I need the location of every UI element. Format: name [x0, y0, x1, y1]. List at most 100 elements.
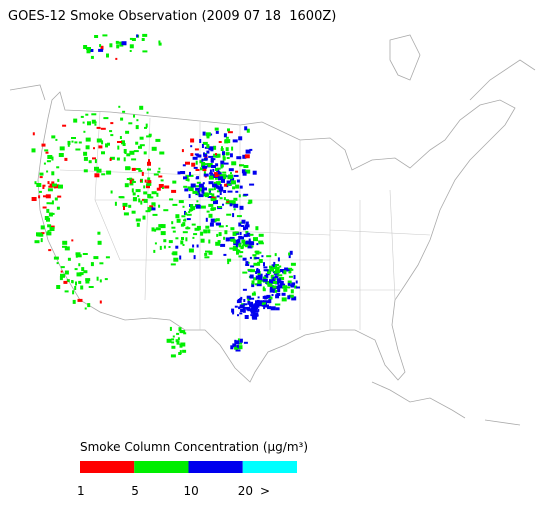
smoke-pixel — [42, 184, 46, 187]
smoke-pixel — [212, 155, 217, 158]
smoke-pixel — [45, 194, 51, 199]
smoke-pixel — [234, 346, 239, 350]
smoke-pixel — [171, 341, 175, 344]
smoke-pixel — [216, 167, 221, 170]
smoke-pixel — [193, 166, 198, 169]
smoke-pixel — [221, 178, 225, 183]
smoke-pixel — [234, 231, 239, 234]
smoke-pixel — [94, 35, 99, 38]
smoke-pixel — [252, 312, 256, 317]
smoke-pixel — [244, 154, 250, 159]
smoke-pixel — [277, 284, 283, 289]
smoke-pixel — [92, 157, 96, 160]
smoke-pixel — [234, 340, 240, 345]
smoke-pixel — [267, 283, 273, 287]
smoke-pixel — [117, 145, 120, 150]
smoke-pixel — [223, 190, 227, 193]
smoke-pixel — [192, 156, 198, 160]
smoke-pixel — [258, 240, 264, 244]
smoke-pixel — [290, 262, 296, 266]
smoke-pixel — [183, 219, 185, 222]
smoke-pixel — [143, 185, 146, 189]
smoke-pixel — [267, 306, 272, 310]
smoke-pixel — [125, 166, 131, 171]
smoke-pixel — [239, 304, 245, 309]
smoke-pixel — [222, 151, 225, 156]
smoke-pixel — [155, 138, 161, 142]
smoke-pixel — [223, 162, 229, 165]
smoke-pixel — [215, 218, 220, 222]
smoke-pixel — [239, 312, 243, 315]
smoke-pixel — [90, 49, 94, 52]
smoke-pixel — [145, 210, 151, 213]
smoke-pixel — [245, 241, 251, 245]
smoke-pixel — [179, 255, 182, 260]
smoke-pixel — [205, 250, 210, 253]
smoke-pixel — [172, 335, 175, 338]
smoke-pixel — [230, 227, 235, 231]
smoke-pixel — [202, 165, 208, 169]
smoke-pixel — [275, 267, 280, 272]
smoke-pixel — [263, 305, 266, 310]
smoke-pixel — [183, 332, 187, 335]
smoke-pixel — [215, 153, 217, 156]
smoke-pixel — [158, 204, 161, 208]
smoke-pixel — [224, 183, 228, 187]
smoke-pixel — [51, 181, 55, 186]
smoke-pixel — [119, 42, 124, 47]
smoke-pixel — [288, 294, 294, 298]
smoke-pixel — [78, 280, 82, 284]
smoke-pixel — [147, 161, 151, 166]
colorbar-tick-label: 10 — [184, 484, 199, 498]
smoke-pixel — [38, 190, 42, 193]
smoke-pixel — [277, 274, 283, 277]
smoke-pixel — [96, 126, 101, 129]
smoke-pixel — [99, 300, 102, 304]
smoke-pixel — [253, 277, 258, 281]
smoke-pixel — [223, 253, 227, 256]
smoke-pixel — [203, 153, 208, 157]
smoke-pixel — [219, 184, 222, 189]
smoke-pixel — [74, 268, 78, 271]
smoke-pixel — [210, 158, 214, 162]
smoke-pixel — [213, 153, 216, 156]
smoke-pixel — [218, 225, 224, 228]
smoke-pixel — [90, 262, 94, 267]
smoke-pixel — [59, 276, 63, 281]
smoke-pixel — [58, 184, 63, 189]
smoke-pixel — [64, 270, 69, 275]
smoke-pixel — [85, 113, 89, 116]
smoke-pixel — [125, 130, 130, 134]
smoke-pixel — [243, 193, 249, 196]
smoke-pixel — [203, 173, 209, 177]
smoke-pixel — [236, 156, 242, 160]
smoke-pixel — [71, 137, 76, 139]
smoke-pixel — [101, 151, 105, 155]
smoke-pixel — [126, 153, 131, 157]
smoke-pixel — [176, 332, 180, 335]
smoke-pixel — [135, 189, 141, 193]
smoke-pixel — [158, 184, 164, 188]
smoke-pixel — [192, 190, 198, 194]
smoke-pixel — [242, 288, 247, 291]
smoke-pixel — [242, 257, 247, 261]
smoke-pixel — [85, 145, 90, 150]
smoke-pixel — [39, 172, 44, 176]
smoke-pixel — [266, 281, 271, 285]
smoke-pixel — [135, 218, 141, 222]
smoke-pixel — [226, 213, 232, 216]
smoke-pixel — [98, 48, 104, 52]
smoke-pixel — [212, 184, 218, 188]
smoke-pixel — [230, 177, 235, 182]
smoke-pixel — [83, 130, 86, 133]
smoke-pixel — [42, 206, 47, 209]
smoke-pixel — [184, 218, 187, 222]
smoke-pixel — [200, 231, 204, 236]
smoke-pixel — [119, 136, 122, 139]
smoke-pixel — [270, 306, 276, 311]
smoke-pixel — [227, 183, 232, 186]
smoke-pixel — [158, 167, 161, 170]
smoke-pixel — [279, 280, 284, 285]
smoke-pixel — [77, 298, 83, 302]
colorbar-segment — [80, 461, 135, 473]
